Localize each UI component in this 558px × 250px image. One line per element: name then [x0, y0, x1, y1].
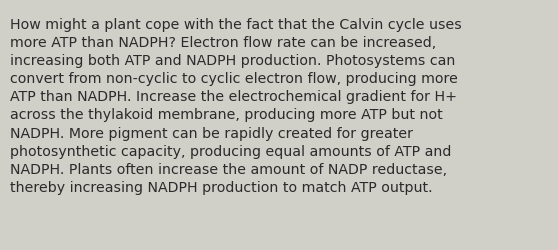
Text: How might a plant cope with the fact that the Calvin cycle uses
more ATP than NA: How might a plant cope with the fact tha…	[10, 18, 462, 194]
